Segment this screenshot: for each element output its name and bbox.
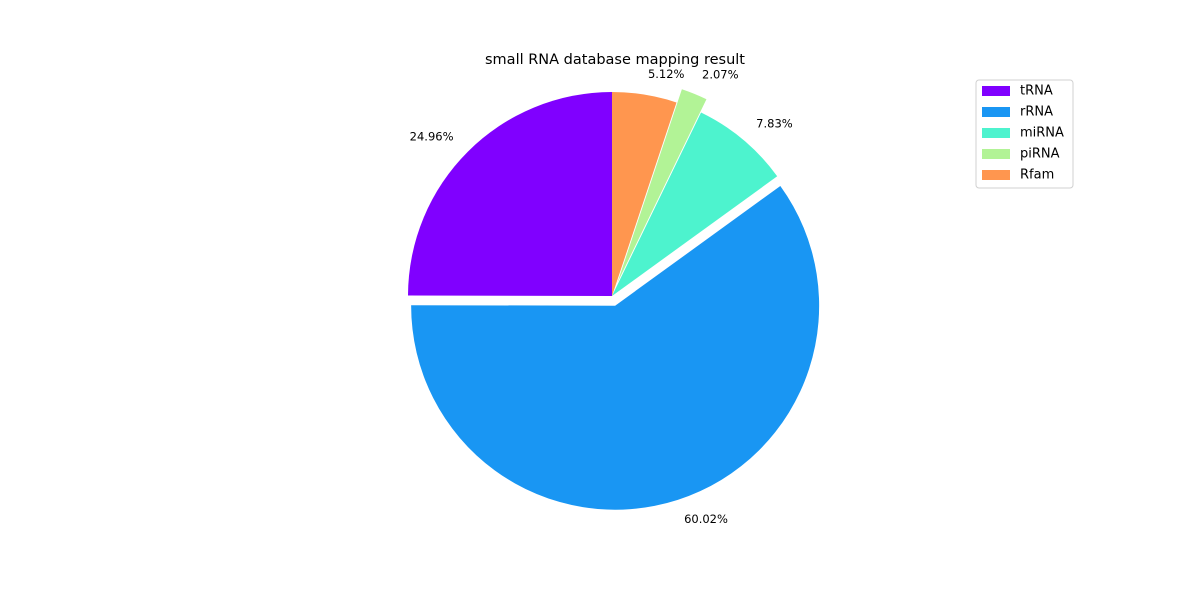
pie-slice-pirna [617, 89, 707, 283]
legend-swatch-trna [982, 86, 1010, 96]
legend-label-rrna: rRNA [1020, 105, 1053, 120]
pie-slice-trna [408, 92, 612, 296]
legend-swatch-mirna [982, 128, 1010, 138]
legend-swatch-rfam [982, 170, 1010, 180]
legend: tRNA rRNA miRNA piRNA Rfam [975, 79, 1074, 189]
legend-swatch-pirna [982, 149, 1010, 159]
pie-label-mirna: 7.83% [756, 117, 793, 131]
legend-label-mirna: miRNA [1020, 126, 1064, 141]
legend-label-pirna: piRNA [1020, 147, 1060, 162]
pie-label-pirna: 2.07% [702, 67, 739, 81]
pie-label-rrna: 60.02% [684, 512, 728, 526]
legend-swatch-rrna [982, 107, 1010, 117]
chart-title: small RNA database mapping result [485, 52, 745, 68]
pie-slice-rfam [612, 92, 677, 296]
pie-labels: 24.96% 60.02% 7.83% 2.07% 5.12% [410, 67, 793, 526]
pie-label-trna: 24.96% [410, 130, 454, 144]
pie-label-rfam: 5.12% [648, 67, 685, 81]
pie-slice-mirna [612, 112, 778, 297]
legend-label-trna: tRNA [1020, 84, 1053, 99]
pie-slice-rrna [411, 186, 820, 510]
pie-slices [408, 89, 820, 510]
legend-label-rfam: Rfam [1020, 168, 1054, 183]
